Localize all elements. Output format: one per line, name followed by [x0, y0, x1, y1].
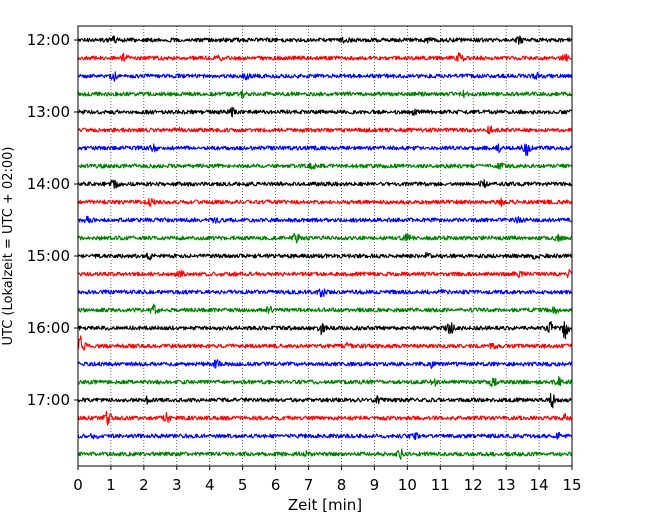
x-tick-label: 13 [497, 476, 516, 494]
x-tick-label: 3 [172, 476, 182, 494]
y-tick-label: 13:00 [27, 103, 70, 121]
y-tick-label: 16:00 [27, 319, 70, 337]
trace-1545 [77, 303, 573, 315]
x-tick-label: 6 [271, 476, 281, 494]
trace-1315 [77, 125, 573, 135]
x-tick-label: 7 [304, 476, 314, 494]
trace-1515 [77, 268, 573, 279]
trace-1530 [77, 288, 573, 298]
trace-1230 [77, 71, 573, 82]
trace-1445 [77, 232, 573, 244]
trace-1715 [77, 410, 573, 426]
x-axis-label: Zeit [min] [288, 496, 362, 514]
trace-1615 [77, 335, 573, 351]
y-tick-label: 12:00 [27, 31, 70, 49]
x-tick-label: 14 [530, 476, 549, 494]
x-tick-label: 10 [398, 476, 417, 494]
trace-1500 [77, 251, 573, 261]
y-axis-ticks: 12:00 13:00 14:00 15:00 16:00 17:00 [27, 31, 78, 409]
y-tick-label: 14:00 [27, 175, 70, 193]
trace-1200 [77, 35, 573, 46]
x-axis-ticks: 0 1 2 3 4 5 6 7 8 9 10 11 12 13 14 15 [73, 466, 582, 494]
x-tick-label: 15 [562, 476, 581, 494]
trace-1215 [77, 52, 573, 62]
trace-1415 [77, 197, 573, 208]
x-tick-label: 1 [106, 476, 116, 494]
trace-1400 [77, 179, 573, 189]
trace-lines [77, 35, 573, 460]
trace-1345 [77, 162, 573, 170]
grid-lines [110, 26, 540, 466]
trace-1245 [77, 89, 573, 99]
y-axis-label: UTC (Lokalzeit = UTC + 02:00) [1, 147, 16, 346]
trace-1630 [77, 359, 573, 370]
x-tick-label: 12 [464, 476, 483, 494]
y-tick-label: 15:00 [27, 247, 70, 265]
x-tick-label: 0 [73, 476, 83, 494]
trace-1330 [77, 143, 573, 157]
trace-1300 [77, 106, 573, 118]
trace-1700 [77, 393, 573, 409]
trace-1430 [77, 215, 573, 224]
x-tick-label: 8 [337, 476, 347, 494]
trace-1600 [77, 321, 573, 340]
trace-1645 [77, 375, 573, 388]
trace-1730 [77, 431, 573, 441]
trace-1745 [77, 448, 573, 460]
y-tick-label: 17:00 [27, 391, 70, 409]
x-tick-label: 9 [370, 476, 380, 494]
x-tick-label: 11 [431, 476, 450, 494]
plot-frame [77, 25, 573, 467]
x-tick-label: 2 [139, 476, 149, 494]
x-tick-label: 4 [205, 476, 215, 494]
x-tick-label: 5 [238, 476, 248, 494]
